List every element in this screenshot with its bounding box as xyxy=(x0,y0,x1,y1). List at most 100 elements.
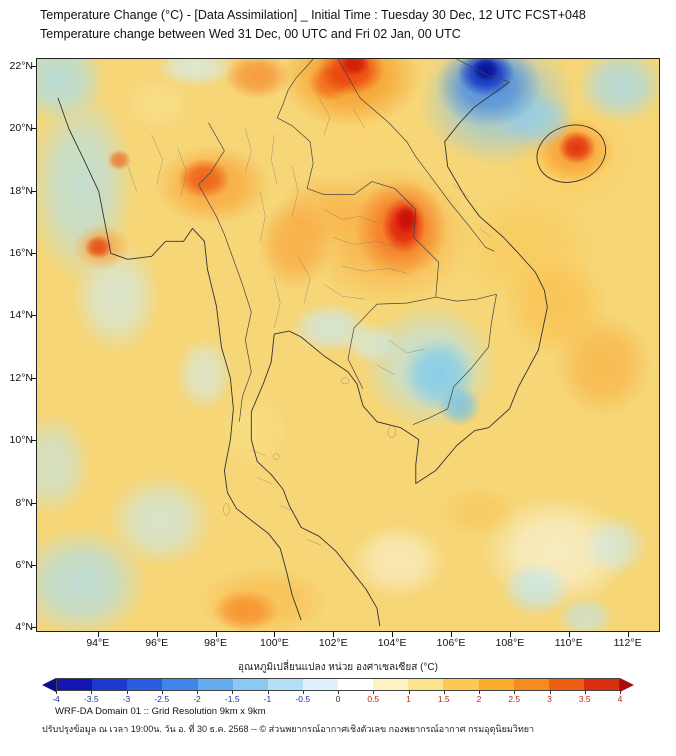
colorbar-tick-label: 0 xyxy=(335,694,341,704)
colorbar-segment xyxy=(583,679,619,690)
colorbar-ticks: -4 -3.5 -3 -2.5 -2 -1.5 -1 -0.5 0 0.5 1 1.5 2 2.5 3 3.5… xyxy=(52,691,623,707)
colorbar-segment xyxy=(57,679,93,690)
map-plot xyxy=(36,58,660,632)
colorbar-segment xyxy=(302,679,338,690)
border-thailand-laos xyxy=(277,117,440,298)
map-title-line2: Temperature change between Wed 31 Dec, 0… xyxy=(40,27,461,41)
lon-axis-label: 104°E xyxy=(377,637,407,649)
border-china-vietnam xyxy=(456,59,510,83)
colorbar-tickmark xyxy=(232,691,234,694)
hainan-island xyxy=(536,124,607,183)
lat-axis-label: 22°N xyxy=(9,59,33,72)
colorbar-tick-label: 1.5 xyxy=(437,694,450,704)
colorbar-tickmark xyxy=(620,691,621,694)
colorbar-tickmark xyxy=(514,691,516,694)
border-upper-mekong xyxy=(276,59,314,118)
colorbar-segment xyxy=(373,679,409,690)
lon-axis-label: 94°E xyxy=(86,637,110,649)
colorbar-tick-label: 2 xyxy=(476,694,482,704)
lon-axis-label: 98°E xyxy=(204,637,227,649)
lon-axis-tick xyxy=(568,632,570,637)
lon-axis-tick xyxy=(333,632,335,637)
lon-axis-label: 100°E xyxy=(260,637,289,649)
colorbar-segment xyxy=(267,679,303,690)
coastline-andaman xyxy=(57,97,302,621)
border-myanmar-thailand xyxy=(198,122,252,422)
footer-update-info: ปรับปรุงข้อมูล ณ เวลา 19:00น. วัน อ. ที่… xyxy=(42,724,535,734)
lat-axis-label: 20°N xyxy=(9,122,33,135)
lat-axis-label: 18°N xyxy=(9,184,33,197)
colorbar-segment xyxy=(513,679,549,690)
colorbar-tick-label: -2.5 xyxy=(154,694,170,704)
colorbar-tick-label: 3.5 xyxy=(578,694,591,704)
border-laos-cambodia xyxy=(435,293,497,302)
colorbar-tickmark xyxy=(443,691,445,694)
colorbar-segment xyxy=(548,679,584,690)
lat-axis-label: 4°N xyxy=(15,621,33,634)
colorbar-tickmark xyxy=(549,691,551,694)
lon-axis-label: 110°E xyxy=(554,637,583,649)
coastline-gulf-west xyxy=(250,330,381,627)
lon-axis-tick xyxy=(215,632,217,637)
koh-chang-island xyxy=(340,377,350,385)
lon-axis-tick xyxy=(97,632,99,637)
lat-axis-label: 16°N xyxy=(9,246,33,259)
colorbar-tickmark xyxy=(161,691,163,694)
colorbar-tickmark xyxy=(479,691,480,694)
colorbar-segment xyxy=(92,679,128,690)
province-boundaries xyxy=(127,97,492,546)
colorbar-tick-label: 0.5 xyxy=(367,694,380,704)
border-laos-vietnam xyxy=(337,59,495,252)
samui-island xyxy=(272,453,280,460)
lon-axis-tick xyxy=(392,632,394,637)
colorbar-tickmark xyxy=(197,691,198,694)
colorbar-tick-label: 4 xyxy=(617,694,623,704)
colorbar-tick-label: -0.5 xyxy=(295,694,311,704)
coastline-east xyxy=(288,81,548,484)
phu-quoc-island xyxy=(387,425,397,438)
colorbar-bar xyxy=(56,678,620,691)
colorbar-segment xyxy=(478,679,514,690)
colorbar-tick-label: 3 xyxy=(547,694,552,704)
colorbar-tickmark xyxy=(302,691,304,694)
colorbar: อุณหภูมิเปลี่ยนแปลง หน่วย องศาเซลเซียส (… xyxy=(42,660,634,707)
colorbar-segment xyxy=(443,679,479,690)
lon-axis-tick xyxy=(451,632,453,637)
lon-axis-label: 106°E xyxy=(436,637,466,649)
lat-axis-label: 14°N xyxy=(9,309,33,322)
colorbar-tickmark xyxy=(373,691,375,694)
map-title-line1: Temperature Change (°C) - [Data Assimila… xyxy=(40,8,586,22)
border-thailand-cambodia xyxy=(347,296,436,390)
colorbar-segment xyxy=(338,679,374,690)
colorbar-tickmark xyxy=(56,691,57,694)
colorbar-left-arrow xyxy=(42,677,56,692)
colorbar-tick-label: 2.5 xyxy=(508,694,521,704)
geo-borders xyxy=(57,59,607,627)
border-vietnam-cambodia xyxy=(412,294,497,426)
colorbar-segment xyxy=(162,679,198,690)
footer-model-info: WRF-DA Domain 01 :: Grid Resolution 9km … xyxy=(55,706,266,717)
lat-axis-label: 10°N xyxy=(9,434,33,447)
lon-axis-label: 102°E xyxy=(318,637,348,649)
colorbar-tick-label: 1 xyxy=(406,694,411,704)
lon-axis-tick xyxy=(274,632,276,637)
colorbar-tickmark xyxy=(338,691,339,694)
colorbar-segment xyxy=(232,679,268,690)
lon-axis-tick xyxy=(509,632,511,637)
colorbar-tickmark xyxy=(584,691,586,694)
colorbar-tick-label: -3 xyxy=(122,694,131,704)
lon-axis-label: 108°E xyxy=(495,637,525,649)
colorbar-tick-label: -1 xyxy=(263,694,272,704)
temperature-field xyxy=(37,59,659,631)
colorbar-segment xyxy=(197,679,233,690)
colorbar-title: อุณหภูมิเปลี่ยนแปลง หน่วย องศาเซลเซียส (… xyxy=(238,662,438,673)
colorbar-tick-label: -4 xyxy=(52,694,60,704)
lon-axis-label: 112°E xyxy=(613,637,642,649)
lon-axis-tick xyxy=(156,632,158,637)
phuket-island xyxy=(223,503,230,516)
colorbar-tick-label: -1.5 xyxy=(224,694,240,704)
colorbar-tickmark xyxy=(91,691,93,694)
lon-axis-tick xyxy=(627,632,629,637)
colorbar-right-arrow xyxy=(620,677,634,692)
